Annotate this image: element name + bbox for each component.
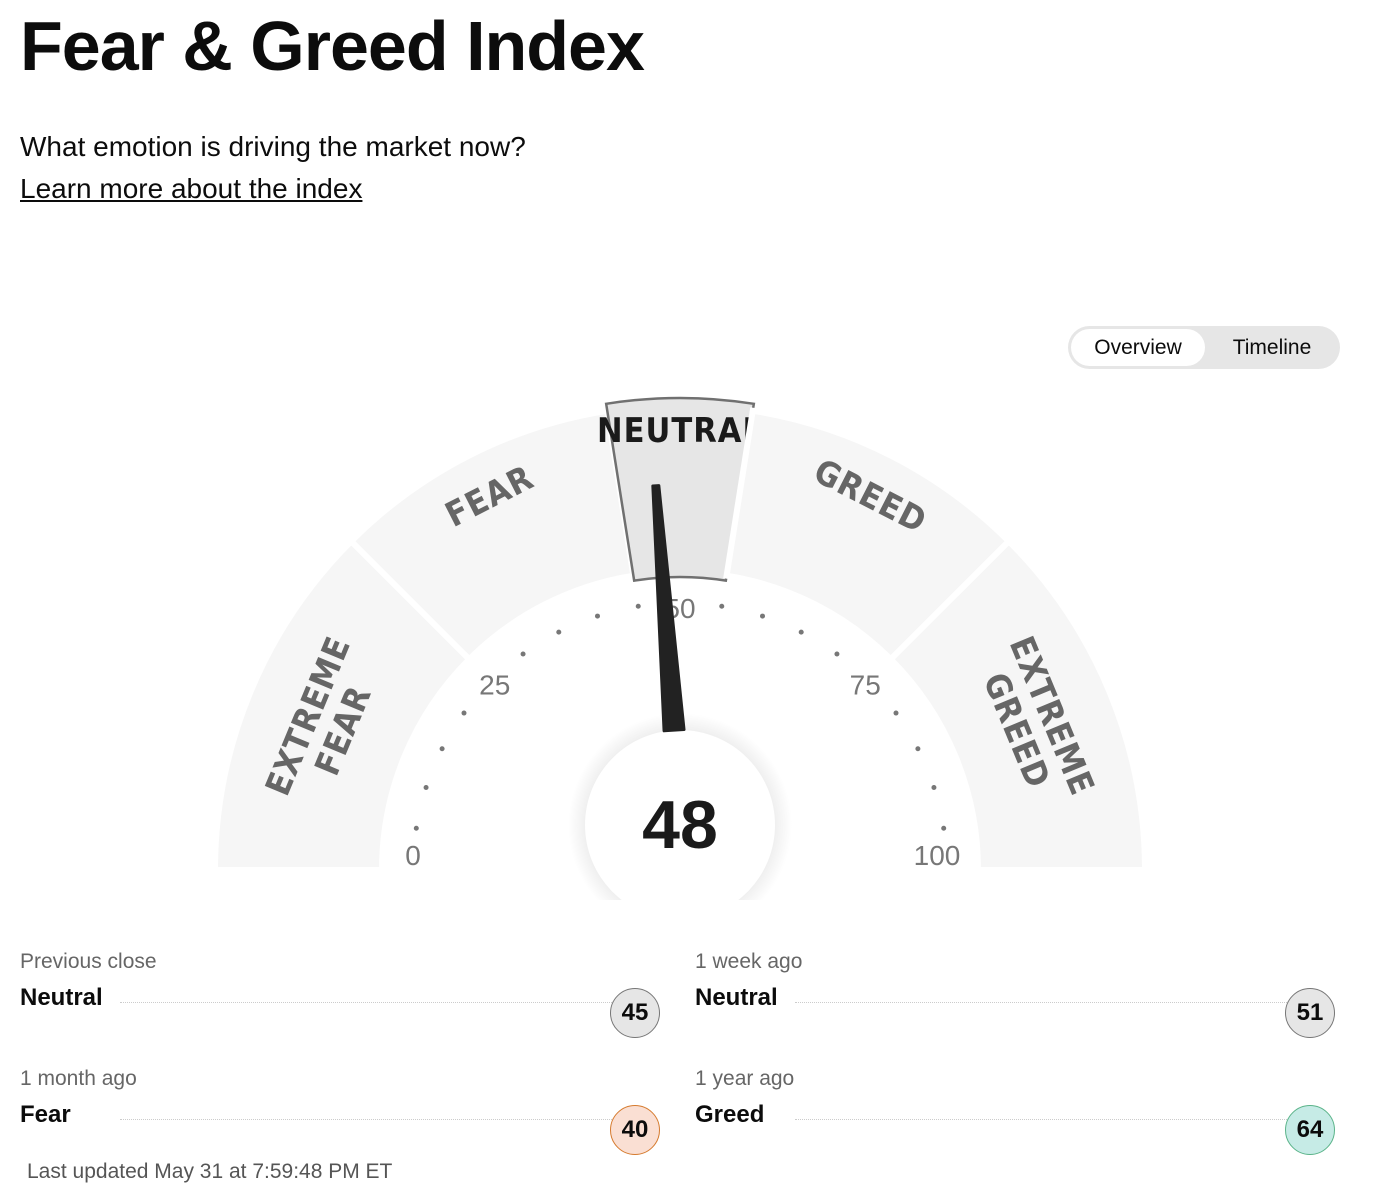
gauge-tick [423,784,429,790]
last-updated: Last updated May 31 at 7:59:48 PM ET [27,1160,393,1183]
gauge-tick [594,613,600,619]
stat-rating: Neutral [695,984,778,1011]
page-title: Fear & Greed Index [20,7,645,85]
gauge-tick [520,651,526,657]
stat-rating: Fear [20,1101,71,1128]
gauge-label: NEUTRAL [597,411,763,451]
gauge-tick-label: 100 [914,840,961,871]
stat-1-year-ago: 1 year ago Greed 64 [695,1067,1335,1155]
stat-label: 1 year ago [695,1067,795,1090]
tab-timeline[interactable]: Timeline [1232,336,1312,359]
stat-badge: 51 [1285,988,1335,1038]
gauge-tick [893,710,899,716]
stat-1-week-ago: 1 week ago Neutral 51 [695,950,1335,1038]
gauge-tick [556,629,562,635]
gauge-segment-fear [346,407,637,664]
stat-label: 1 week ago [695,950,803,973]
stat-badge: 64 [1285,1105,1335,1155]
gauge-tick-label: 0 [405,840,421,871]
stat-rating: Neutral [20,984,103,1011]
stat-rating: Greed [695,1101,765,1128]
gauge-tick [798,629,804,635]
stat-label: Previous close [20,950,157,973]
gauge-tick [941,825,947,831]
gauge-tick-label: 75 [850,670,881,701]
stat-badge: 40 [610,1105,660,1155]
stat-label: 1 month ago [20,1067,137,1090]
gauge-tick [760,613,766,619]
gauge: EXTREMEFEARFEARNEUTRALGREEDEXTREMEGREED0… [211,396,1149,900]
gauge-tick [461,710,467,716]
gauge-tick [719,603,725,609]
gauge-segment-greed [723,407,1014,664]
value-circle [585,730,775,900]
gauge-value: 48 [642,787,718,863]
stat-1-month-ago: 1 month ago Fear 40 [20,1067,660,1155]
view-toggle: Overview Timeline [1068,326,1340,369]
gauge-tick [413,825,419,831]
stat-previous-close: Previous close Neutral 45 [20,950,660,1038]
stat-badge: 45 [610,988,660,1038]
subtitle: What emotion is driving the market now? [20,131,526,162]
gauge-tick [635,603,641,609]
gauge-tick [915,746,921,752]
gauge-segment-extreme-greed [886,536,1149,873]
gauge-tick [834,651,840,657]
gauge-tick-label: 25 [479,670,510,701]
gauge-tick [931,784,937,790]
gauge-segment-extreme-fear [211,536,474,873]
learn-more-link[interactable]: Learn more about the index [20,173,363,204]
gauge-needle [651,484,686,733]
tab-overview[interactable]: Overview [1071,329,1205,366]
gauge-tick [439,746,445,752]
